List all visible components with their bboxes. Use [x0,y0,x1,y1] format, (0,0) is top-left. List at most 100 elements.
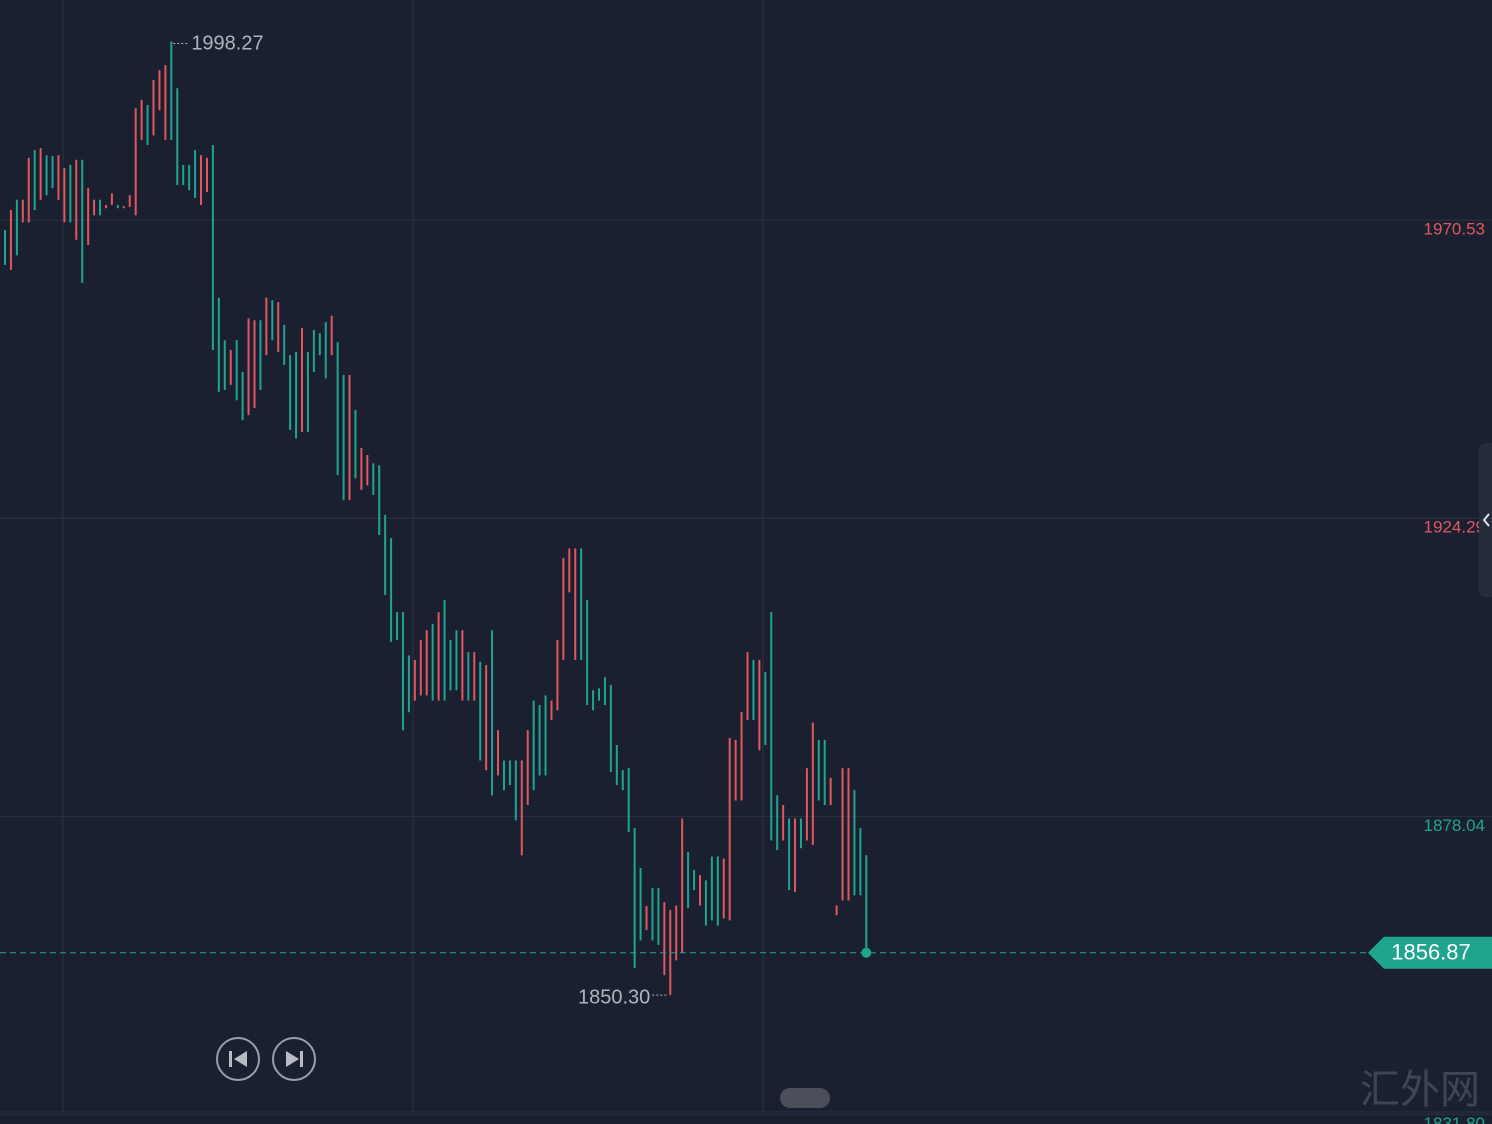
candle-body [57,155,60,200]
next-button[interactable] [272,1037,316,1081]
candle-body [348,375,351,501]
candle-body [27,157,30,223]
candle-body [235,340,238,401]
y-tick-label: 1831.80 [1424,1114,1485,1124]
candle-body [544,695,547,776]
candle-body [110,193,113,205]
prev-button[interactable] [216,1037,260,1081]
icon [286,1051,299,1067]
candle-body [811,722,814,845]
candle-body [853,790,856,896]
candle-body [520,760,523,856]
candle-body [51,155,54,189]
y-tick-label: 1970.53 [1424,220,1485,239]
candle-body [140,99,143,140]
candle-body [384,514,387,595]
handle[interactable] [1479,443,1492,597]
button-ring[interactable] [216,1037,260,1081]
candle-body [188,164,191,191]
side-handle[interactable] [1479,443,1492,597]
watermark: 汇外网 [1360,1067,1480,1113]
last-price-badge [1368,936,1492,969]
candle-body [645,906,648,931]
candle-body [39,148,42,200]
candle-body [211,145,214,350]
candle-body [194,150,197,198]
candle-body [241,371,244,421]
candle-body [81,159,84,283]
candle-body [752,659,755,720]
candle-body [122,206,125,209]
icon [300,1051,303,1067]
candle-body [419,639,422,696]
candle-body [93,199,96,216]
last-price-label: 1856.87 [1391,940,1471,965]
candle-body [687,852,690,909]
candle-body [817,739,820,801]
candle-body [526,730,529,805]
candle-body [75,159,78,240]
candle-body [283,324,286,365]
candle-body [443,600,446,701]
candle-body [568,548,571,593]
candle-body [562,558,565,660]
candle-body [134,108,137,216]
candle-body [200,155,203,205]
candle-body [865,855,868,953]
candle-body [33,150,36,211]
annotation-label: 1850.30 [578,986,650,1008]
candle-body [15,199,18,256]
candle-body [651,888,654,941]
icon [229,1051,232,1067]
candle-body [330,315,333,356]
candle-body [21,199,24,223]
candle-body [740,712,743,801]
candle-body [598,688,600,701]
candle-body [413,659,416,701]
candle-body [770,612,773,841]
candle-body [217,297,220,392]
candle-body [229,349,232,385]
candle-body [128,195,131,207]
candle-body [722,858,725,919]
candle-body [295,351,298,439]
candle-body [407,655,410,713]
candle-body [473,652,476,701]
candle-body [312,329,315,372]
icon [234,1051,247,1067]
candle-body [681,818,684,953]
candle-body [758,659,761,751]
candle-body [716,856,719,926]
candle-body [859,828,862,896]
candle-body [390,538,393,642]
candle-body [342,375,345,501]
candle-body [63,168,66,223]
handle-arrow [1482,513,1490,527]
candle-body [788,818,791,891]
candle-body [455,630,458,691]
candle-body [497,730,500,776]
annotation-label: 1998.27 [191,33,263,55]
candle-body [485,665,488,771]
candle-body [728,737,731,921]
candle-body [823,739,826,805]
candle-body [805,768,808,841]
last-price-dot [861,947,872,958]
candle-body [514,760,517,821]
candle-body [253,320,256,408]
candle-body [301,328,303,432]
candle-body [841,768,844,901]
button-ring[interactable] [272,1037,316,1081]
candle-body [449,639,452,691]
candle-body [776,795,779,851]
candle-body [502,760,505,791]
candle-body [45,155,48,196]
logo [780,1088,830,1108]
candle-body [794,818,797,892]
candle-body [289,355,292,430]
candle-body [627,768,630,833]
candle-body [401,612,404,731]
candle-body [675,905,678,961]
